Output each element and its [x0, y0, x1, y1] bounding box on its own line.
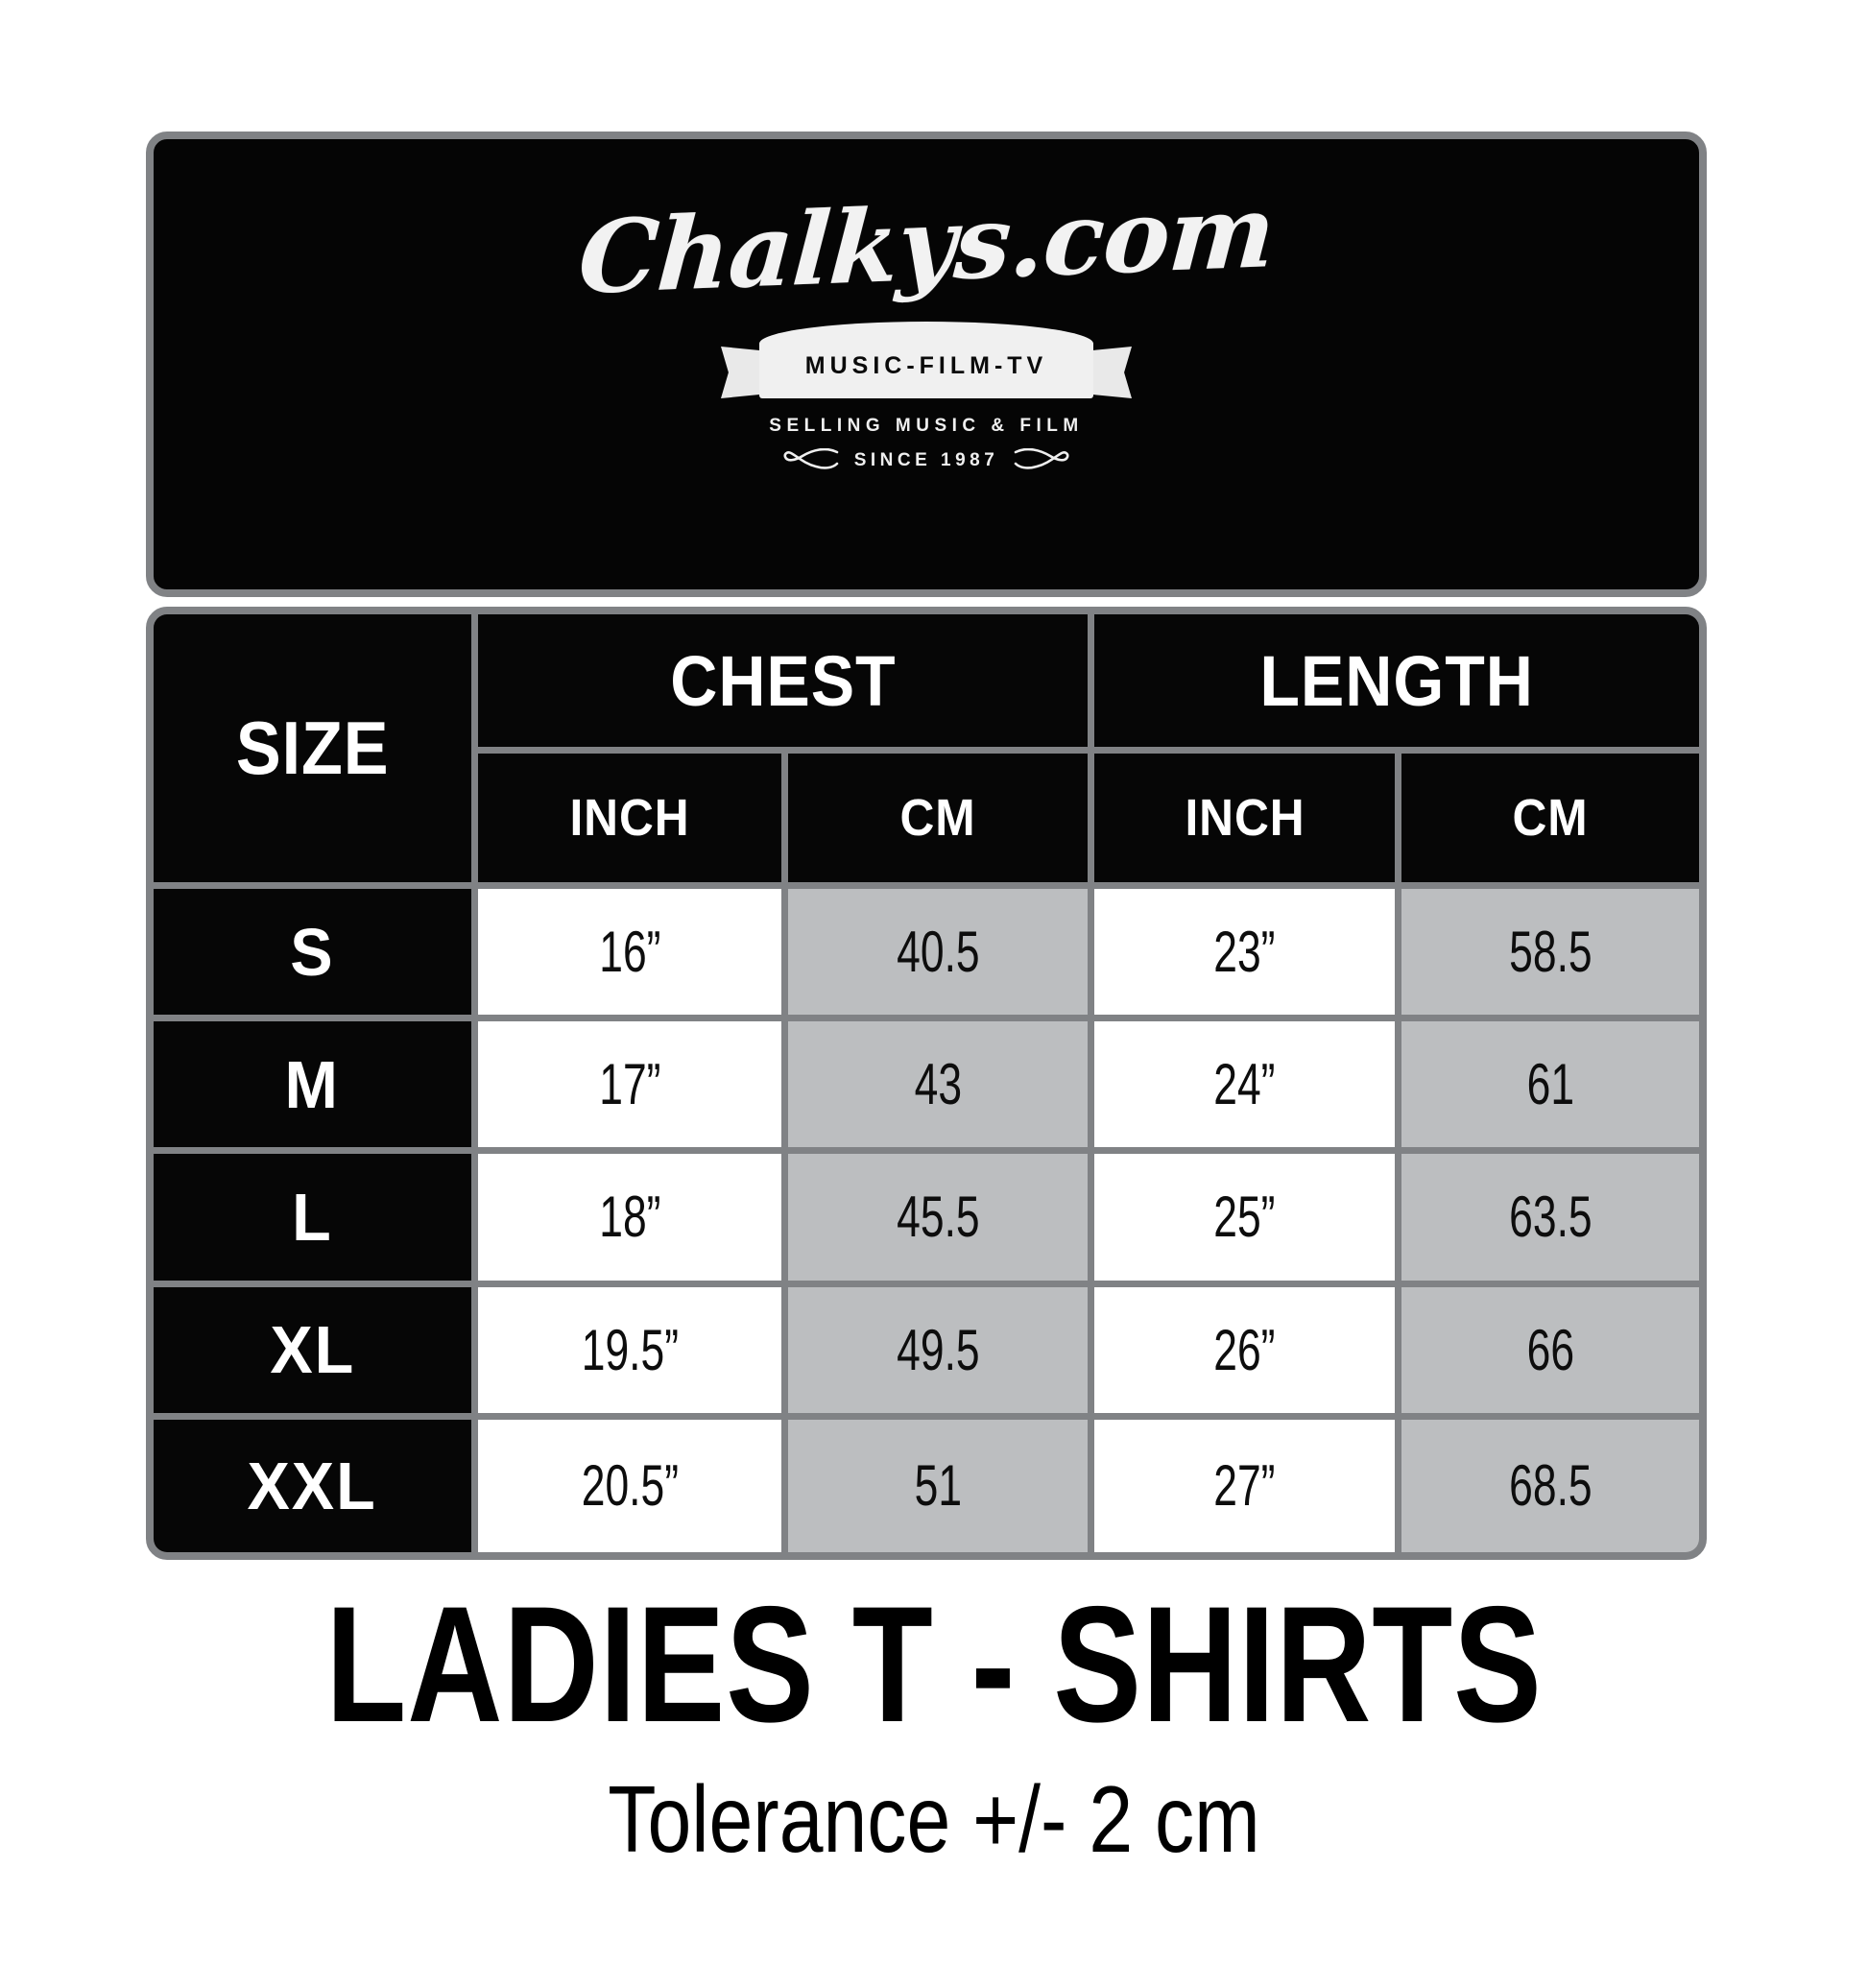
row-xxl-length-cm-label: 68.5	[1508, 1453, 1593, 1519]
row-xl-length-cm-label: 66	[1526, 1317, 1574, 1382]
header-cell-group-length-label: LENGTH	[1259, 640, 1534, 721]
row-xxl-size-label: XXL	[247, 1448, 378, 1523]
header-cell-chest-cm: CM	[788, 754, 1088, 882]
brand-tagline: SELLING MUSIC & FILM	[769, 416, 1084, 436]
row-m-length-cm-label: 61	[1526, 1052, 1574, 1117]
brand-logo-panel: Chalkys.com MUSIC-FILM-TV SELLING MUSIC …	[146, 132, 1707, 597]
header-cell-group-length: LENGTH	[1094, 614, 1699, 747]
header-cell-length-inch-label: INCH	[1184, 789, 1305, 847]
header-cell-length-cm: CM	[1401, 754, 1699, 882]
flourish-right-icon	[1015, 448, 1069, 469]
tolerance-note: Tolerance +/- 2 cm	[608, 1766, 1260, 1872]
row-m-length-inch-label: 24”	[1213, 1052, 1276, 1117]
row-m-chest-cm-label: 43	[914, 1052, 962, 1117]
row-xl-size-label: XL	[270, 1312, 355, 1388]
header-cell-group-chest: CHEST	[478, 614, 1088, 747]
row-l-chest-cm-label: 45.5	[896, 1185, 980, 1250]
row-xxl-chest-cm-label: 51	[914, 1453, 962, 1519]
ribbon-body: MUSIC-FILM-TV	[759, 322, 1093, 398]
row-xxl-chest-inch: 20.5”	[478, 1419, 781, 1552]
row-l-length-cm: 63.5	[1401, 1154, 1699, 1281]
row-s-length-cm: 58.5	[1401, 889, 1699, 1016]
header-cell-size: SIZE	[154, 614, 471, 882]
row-xxl-length-inch: 27”	[1094, 1419, 1395, 1552]
row-s-length-inch-label: 23”	[1213, 920, 1276, 985]
page-title: LADIES T - SHIRTS	[325, 1572, 1543, 1757]
row-m-size: M	[154, 1021, 471, 1148]
row-xxl-chest-cm: 51	[788, 1419, 1088, 1552]
row-s-chest-cm: 40.5	[788, 889, 1088, 1016]
row-s-chest-cm-label: 40.5	[896, 920, 980, 985]
row-l-length-inch-label: 25”	[1213, 1185, 1276, 1250]
brand-since-row: SINCE 1987	[783, 448, 1070, 473]
brand-wordmark: Chalkys.com	[575, 171, 1278, 318]
row-xl-size: XL	[154, 1286, 471, 1413]
size-chart-grid: SIZE CHEST INCH CM LENGTH INCH CM S 16” 40.5 23” 58…	[154, 614, 1699, 1552]
row-xxl-size: XXL	[154, 1419, 471, 1552]
header-cell-chest-cm-label: CM	[899, 789, 976, 847]
header-cell-length-inch: INCH	[1094, 754, 1395, 882]
row-xl-chest-cm-label: 49.5	[896, 1317, 980, 1382]
row-xxl-length-inch-label: 27”	[1213, 1453, 1276, 1519]
row-xxl-chest-inch-label: 20.5”	[581, 1453, 679, 1519]
row-xl-chest-cm: 49.5	[788, 1286, 1088, 1413]
row-l-length-cm-label: 63.5	[1508, 1185, 1593, 1250]
row-m-length-cm: 61	[1401, 1021, 1699, 1148]
row-xl-length-inch-label: 26”	[1213, 1317, 1276, 1382]
row-l-length-inch: 25”	[1094, 1154, 1395, 1281]
flourish-left-icon	[783, 448, 838, 469]
row-m-chest-cm: 43	[788, 1021, 1088, 1148]
row-xl-chest-inch: 19.5”	[478, 1286, 781, 1413]
row-m-chest-inch: 17”	[478, 1021, 781, 1148]
size-chart-table: SIZE CHEST INCH CM LENGTH INCH CM S 16” 40.5 23” 58…	[146, 607, 1707, 1560]
row-l-size: L	[154, 1154, 471, 1281]
row-s-length-cm-label: 58.5	[1508, 920, 1593, 985]
row-s-length-inch: 23”	[1094, 889, 1395, 1016]
header-cell-size-label: SIZE	[235, 706, 390, 790]
row-s-size: S	[154, 889, 471, 1016]
ribbon-tail-left-icon	[721, 347, 763, 398]
header-cell-length-cm-label: CM	[1512, 789, 1589, 847]
brand-since-label: SINCE 1987	[853, 450, 999, 470]
brand-logo-content: Chalkys.com MUSIC-FILM-TV SELLING MUSIC …	[154, 139, 1699, 589]
row-l-chest-inch-label: 18”	[598, 1185, 661, 1250]
header-cell-group-chest-label: CHEST	[669, 640, 897, 721]
header-cell-chest-inch: INCH	[478, 754, 781, 882]
brand-ribbon: MUSIC-FILM-TV	[721, 322, 1132, 404]
row-xl-length-inch: 26”	[1094, 1286, 1395, 1413]
row-xl-length-cm: 66	[1401, 1286, 1699, 1413]
row-s-chest-inch-label: 16”	[598, 920, 661, 985]
ribbon-label: MUSIC-FILM-TV	[804, 351, 1048, 379]
row-xl-chest-inch-label: 19.5”	[581, 1317, 679, 1382]
row-m-length-inch: 24”	[1094, 1021, 1395, 1148]
row-l-chest-inch: 18”	[478, 1154, 781, 1281]
ribbon-tail-right-icon	[1090, 347, 1132, 398]
row-m-size-label: M	[284, 1046, 341, 1122]
row-m-chest-inch-label: 17”	[598, 1052, 661, 1117]
row-s-size-label: S	[290, 914, 335, 990]
row-l-chest-cm: 45.5	[788, 1154, 1088, 1281]
row-xxl-length-cm: 68.5	[1401, 1419, 1699, 1552]
row-s-chest-inch: 16”	[478, 889, 781, 1016]
row-l-size-label: L	[292, 1179, 333, 1255]
header-cell-chest-inch-label: INCH	[569, 789, 690, 847]
